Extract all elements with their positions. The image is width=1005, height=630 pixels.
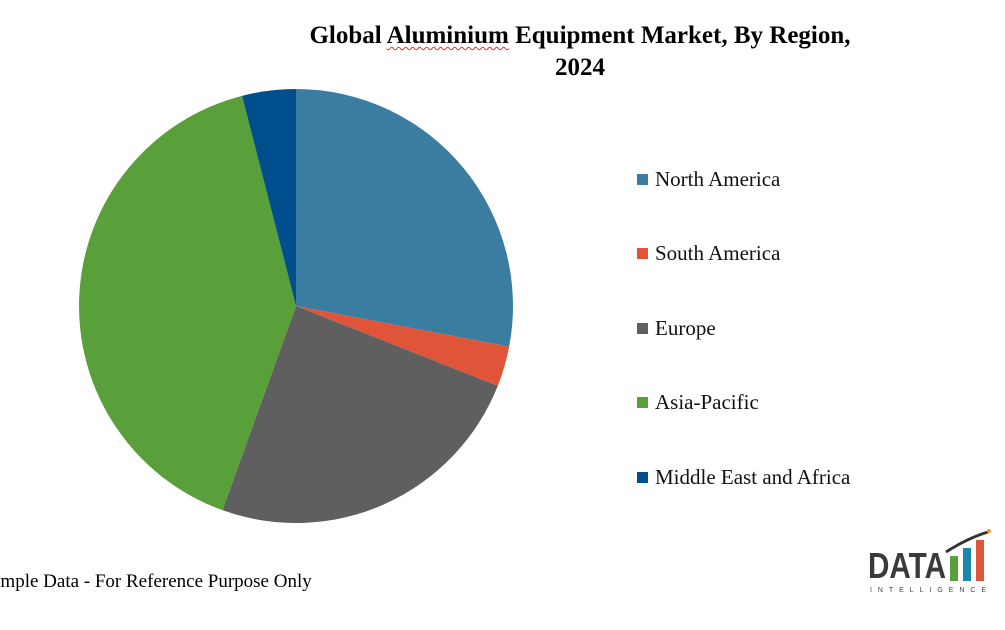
pie-slice-south-america <box>296 306 510 386</box>
legend-label: North America <box>655 166 781 191</box>
footer-note: ample Data - For Reference Purpose Only <box>0 571 312 592</box>
legend-label: Asia-Pacific <box>655 390 759 415</box>
data-intelligence-logo: DATA INTELLIGENCE <box>868 529 991 594</box>
title-text-underlined: Aluminium <box>386 22 509 49</box>
legend-label: South America <box>655 241 781 266</box>
legend-item: Asia-Pacific <box>637 366 850 441</box>
svg-text:DATA: DATA <box>868 545 946 586</box>
title-text: Global <box>309 22 387 49</box>
legend-label: Europe <box>655 315 716 340</box>
pie-slice-north-america <box>296 89 513 347</box>
pie-slice-middle-east-and-africa <box>242 89 296 306</box>
pie-slice-europe <box>222 306 498 523</box>
legend-item: North America <box>637 142 850 217</box>
title-text: Equipment Market, By Region, <box>508 22 851 49</box>
pie-slice-asia-pacific <box>79 95 296 511</box>
legend-swatch <box>637 397 648 409</box>
legend: North America South America Europe Asia-… <box>637 142 850 515</box>
chart-title: Global Aluminium Equipment Market, By Re… <box>210 20 950 84</box>
svg-text:INTELLIGENCE: INTELLIGENCE <box>870 587 986 594</box>
legend-label: Middle East and Africa <box>655 464 851 489</box>
legend-item: South America <box>637 217 850 292</box>
legend-item: Middle East and Africa <box>637 440 850 515</box>
title-year: 2024 <box>555 54 605 81</box>
pie-chart <box>79 89 513 523</box>
legend-swatch <box>637 248 648 260</box>
legend-item: Europe <box>637 291 850 366</box>
legend-swatch <box>637 173 648 185</box>
legend-swatch <box>637 471 648 483</box>
legend-swatch <box>637 322 648 334</box>
